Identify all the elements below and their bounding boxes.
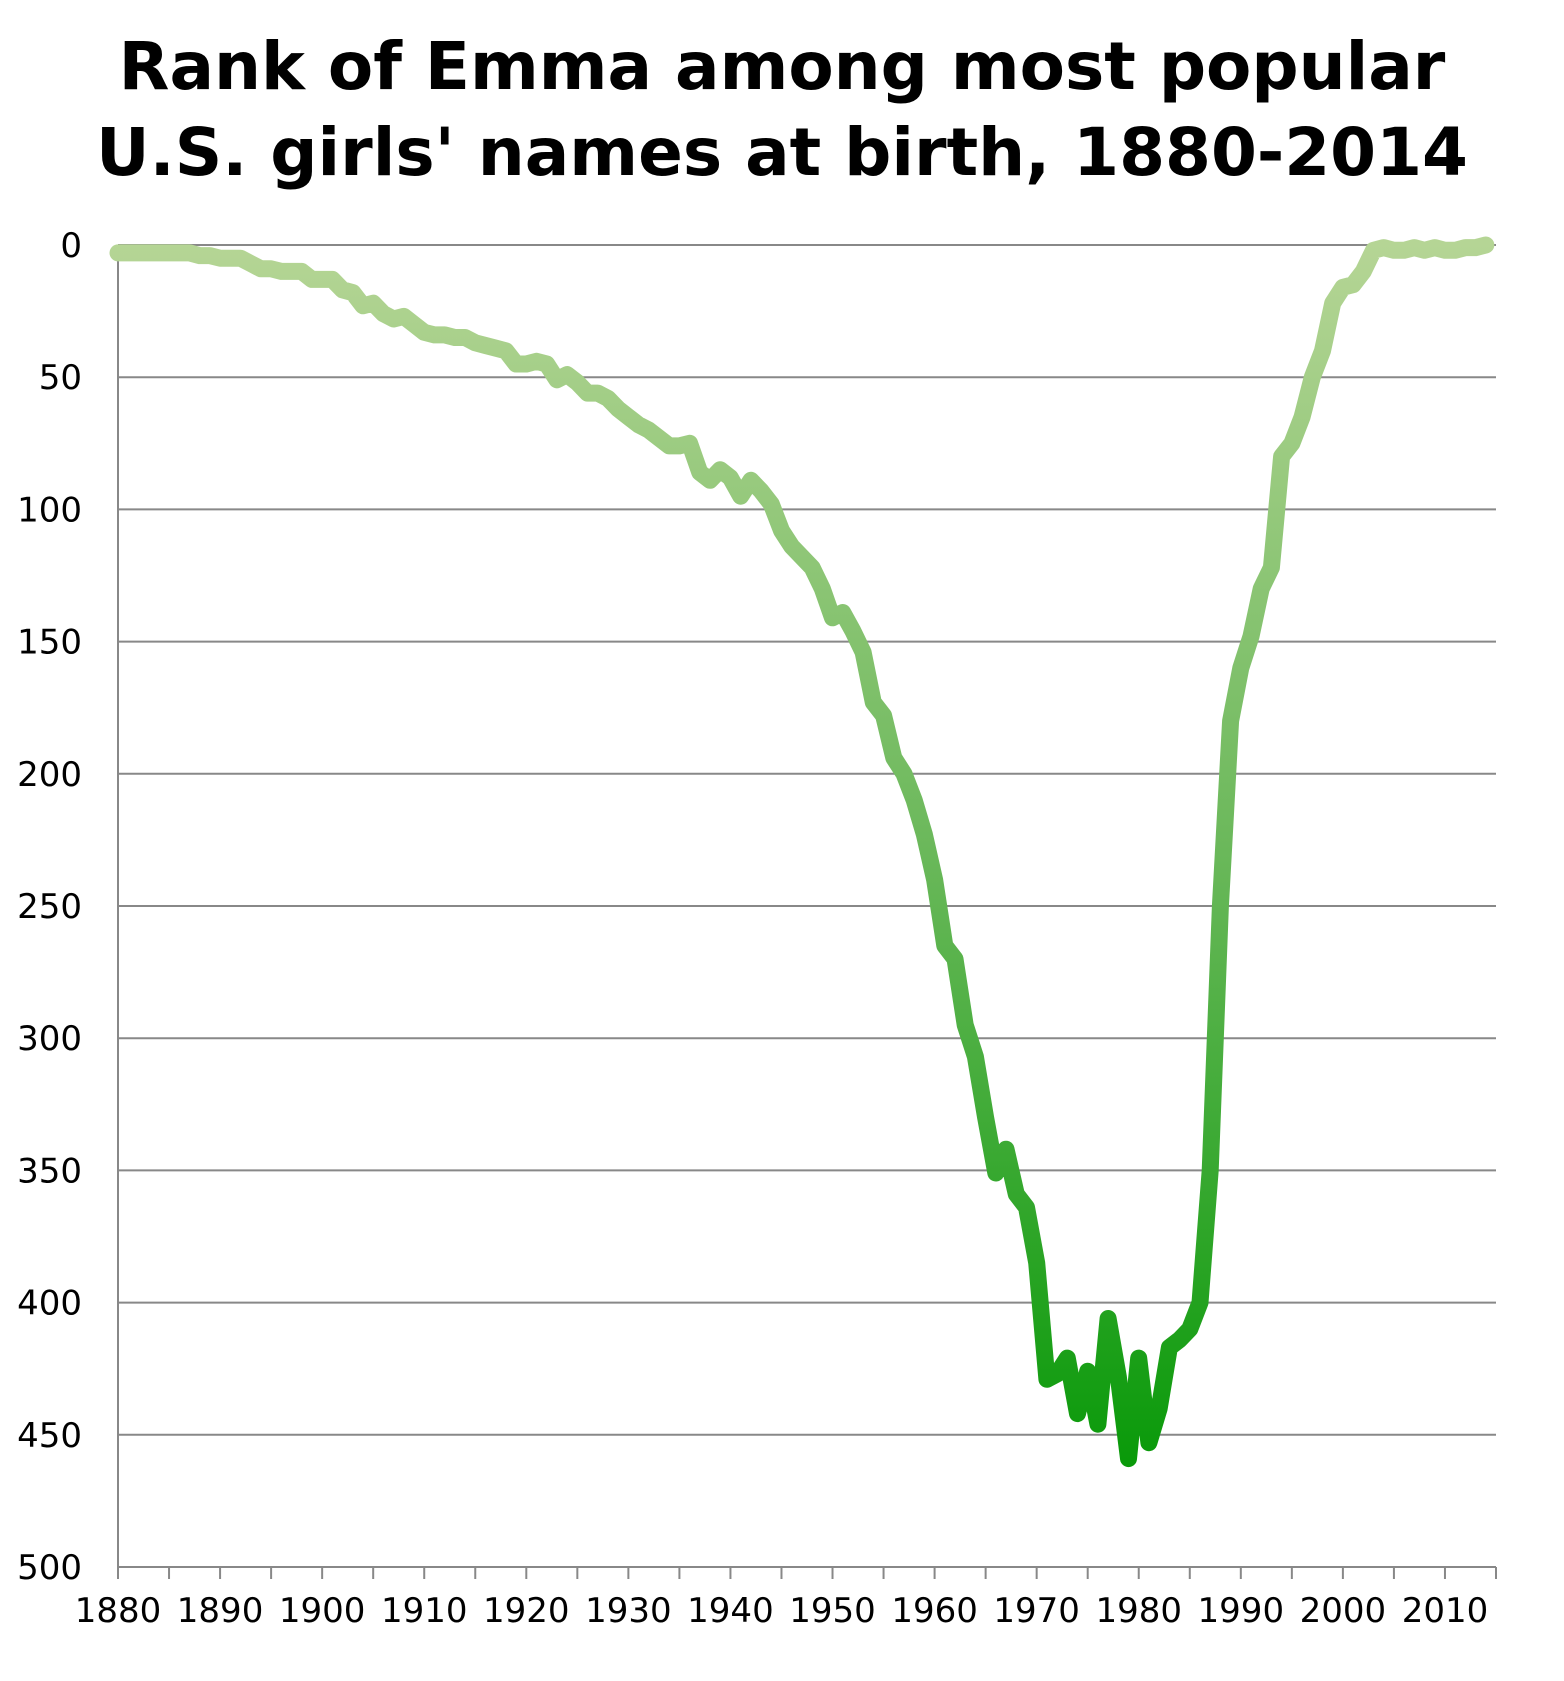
x-tick-label: 1970 [993, 1591, 1080, 1631]
y-tick-label: 250 [17, 887, 82, 927]
x-tick-label: 2010 [1402, 1591, 1489, 1631]
x-tick-label: 1980 [1095, 1591, 1182, 1631]
y-tick-label: 50 [39, 358, 82, 398]
x-tick-label: 2000 [1300, 1591, 1387, 1631]
x-tick-label: 1950 [789, 1591, 876, 1631]
x-tick-label: 1890 [177, 1591, 264, 1631]
y-tick-label: 150 [17, 623, 82, 663]
x-tick-label: 1920 [483, 1591, 570, 1631]
y-tick-label: 350 [17, 1151, 82, 1191]
series-layer [109, 236, 1495, 1468]
x-tick-label: 1940 [687, 1591, 774, 1631]
x-tick-label: 1960 [891, 1591, 978, 1631]
x-tick-label: 1990 [1198, 1591, 1285, 1631]
x-tick-labels: 1880 1890 1900 1910 1920 1930 1940 1950 1960 1970… [75, 1591, 1488, 1631]
y-tick-label: 0 [60, 226, 82, 266]
x-tick-label: 1930 [585, 1591, 672, 1631]
x-tick-label: 1910 [381, 1591, 468, 1631]
y-tick-labels: 0 50 100 150 200 250 300 350 400 450 500 [17, 226, 82, 1588]
chart-title-line-1: Rank of Emma among most popular [118, 28, 1446, 105]
y-tick-label: 100 [17, 490, 82, 530]
series-line-0 [109, 236, 1495, 1468]
chart-title-line-2: U.S. girls' names at birth, 1880-2014 [96, 114, 1468, 191]
y-tick-label: 200 [17, 755, 82, 795]
gridlines [118, 244, 1496, 1436]
x-tick-label: 1880 [75, 1591, 162, 1631]
chart-title: Rank of Emma among most popular U.S. gir… [0, 24, 1564, 196]
y-tick-label: 450 [17, 1416, 82, 1456]
y-tick-label: 500 [17, 1548, 82, 1588]
x-tick-label: 1900 [279, 1591, 366, 1631]
y-tick-label: 400 [17, 1284, 82, 1324]
axes [117, 245, 1496, 1568]
x-ticks [117, 1567, 1497, 1579]
y-tick-label: 300 [17, 1019, 82, 1059]
